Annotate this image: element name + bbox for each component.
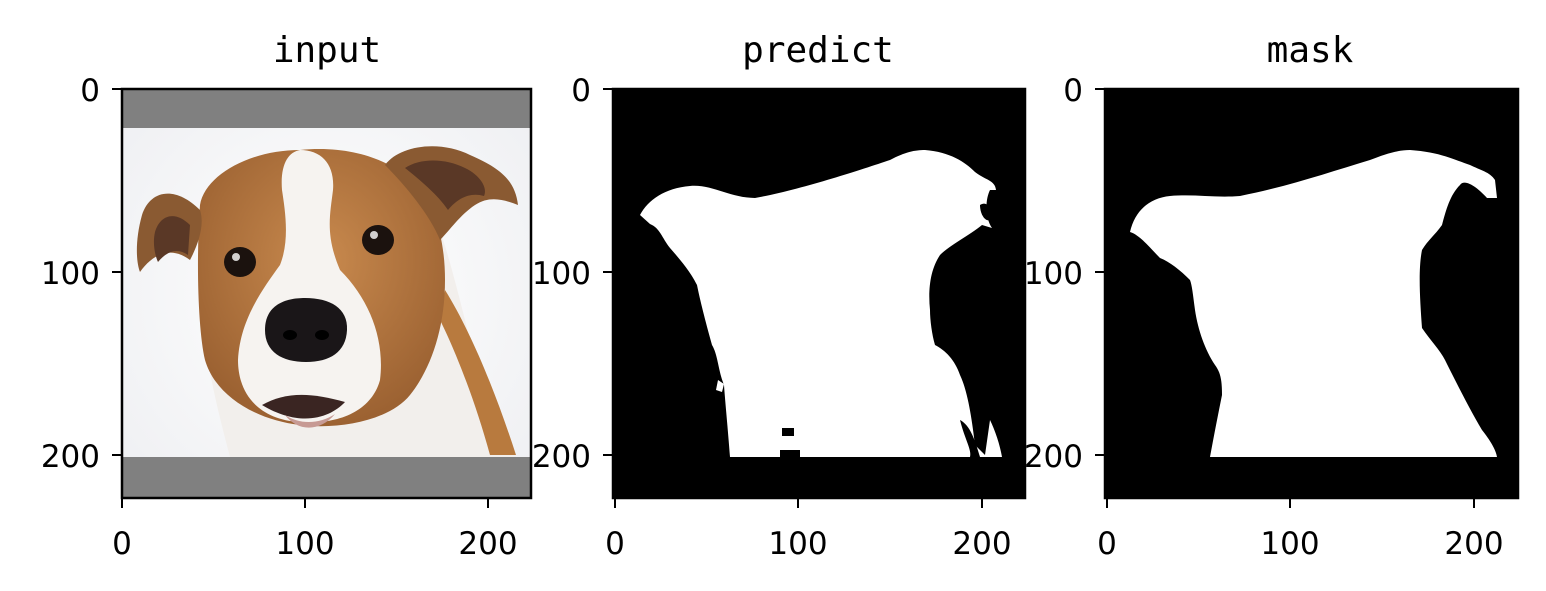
axes-frame (1103, 87, 1520, 500)
panel-mask: mask 0 100 200 0 100 200 (1024, 30, 1520, 562)
mask-x-ticks: 0 100 200 (1097, 498, 1504, 562)
axes-frame (120, 87, 533, 500)
x-tick-label: 0 (112, 526, 132, 562)
y-tick-label: 0 (571, 73, 591, 109)
y-tick-label: 100 (41, 256, 100, 292)
y-tick-label: 200 (1024, 439, 1083, 475)
mask-y-ticks: 0 100 200 (1024, 73, 1105, 475)
panel-input: input (41, 30, 533, 562)
y-tick-label: 200 (41, 439, 100, 475)
input-image (122, 89, 531, 498)
dog-photo (136, 146, 518, 457)
y-tick-label: 0 (80, 73, 100, 109)
x-tick-label: 0 (605, 526, 625, 562)
x-tick-label: 0 (1097, 526, 1117, 562)
panel-title: predict (742, 30, 894, 71)
mask-foreground (1130, 150, 1497, 457)
bottom-padding-band (122, 457, 531, 498)
x-tick-label: 200 (1444, 526, 1503, 562)
predict-mask-foreground (640, 150, 1002, 457)
panel-title: mask (1267, 30, 1354, 71)
y-tick-label: 100 (532, 256, 591, 292)
y-tick-label: 0 (1063, 73, 1083, 109)
input-y-ticks: 0 100 200 (41, 73, 122, 475)
predict-y-ticks: 0 100 200 (532, 73, 613, 475)
axes-frame (611, 87, 1027, 500)
x-tick-label: 100 (275, 526, 334, 562)
predict-x-ticks: 0 100 200 (605, 498, 1012, 562)
x-tick-label: 200 (458, 526, 517, 562)
top-padding-band (122, 89, 531, 128)
y-tick-label: 100 (1024, 256, 1083, 292)
x-tick-label: 200 (952, 526, 1011, 562)
input-x-ticks: 0 100 200 (112, 498, 518, 562)
y-tick-label: 200 (532, 439, 591, 475)
panel-title: input (273, 30, 381, 71)
panel-predict: predict 0 100 200 0 100 200 (532, 30, 1027, 562)
x-tick-label: 100 (768, 526, 827, 562)
x-tick-label: 100 (1260, 526, 1319, 562)
